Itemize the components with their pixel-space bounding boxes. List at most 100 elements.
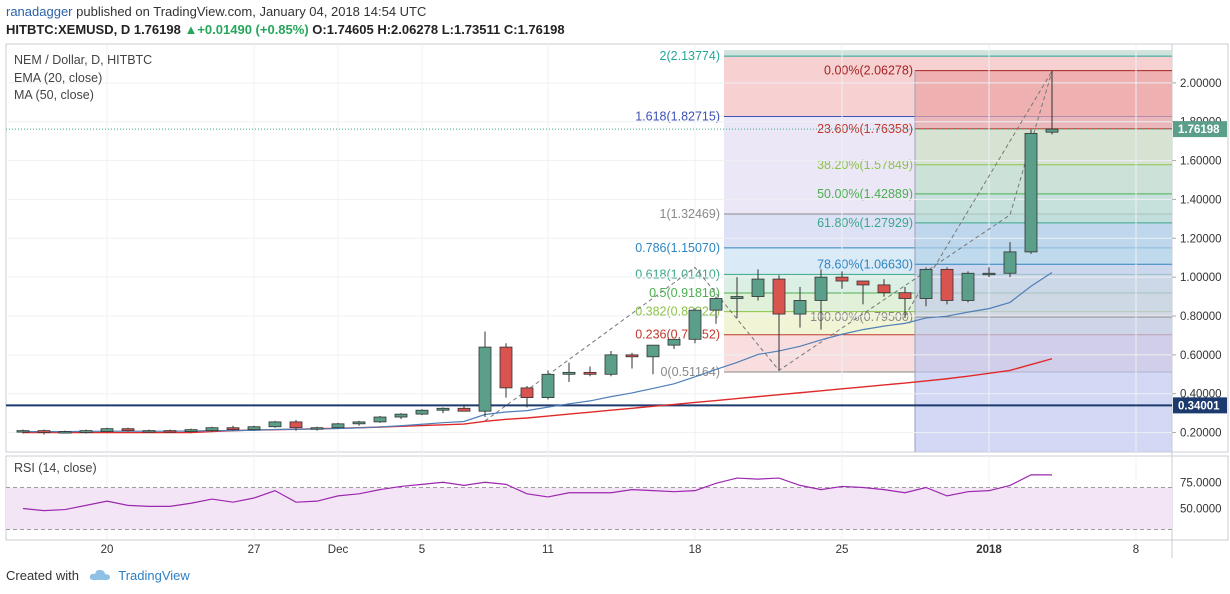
close-value: C:1.76198 <box>503 22 565 37</box>
candle-body-up <box>142 430 156 433</box>
candle <box>646 344 660 375</box>
candle-body-up <box>541 373 555 398</box>
fib-extension-label: 2(2.13774) <box>660 49 720 63</box>
support-tag <box>1173 397 1227 414</box>
x-tick-label: 2018 <box>976 544 1002 556</box>
candle <box>499 343 513 398</box>
candle <box>1024 129 1038 254</box>
chart-title: NEM / Dollar, D, HITBTC <box>14 53 153 67</box>
footer: Created with TradingView <box>6 568 190 584</box>
candle-body-up <box>667 338 681 346</box>
fib-extension-label: 0(0.51164) <box>660 365 720 379</box>
candle <box>79 429 93 434</box>
candle-body-down <box>940 268 954 301</box>
candle <box>898 286 912 318</box>
author-link[interactable]: ranadagger <box>6 4 73 19</box>
retracement-line-dashed <box>904 70 1053 317</box>
price-chart[interactable]: 2(2.13774) 1.618(1.82715) 1(1.32469) 0.786(… <box>0 0 1230 560</box>
y-tick-label: 0.60000 <box>1180 350 1222 362</box>
candle <box>268 420 282 428</box>
fib-retracement-label: 38.20%(1.57849) <box>817 158 913 172</box>
candle <box>121 427 135 432</box>
candle <box>37 429 51 435</box>
candle-body-up <box>814 276 828 301</box>
y-tick-label: 2.00000 <box>1180 78 1222 90</box>
candle <box>247 425 261 431</box>
y-tick-label: 1.40000 <box>1180 194 1222 206</box>
candle-body-up <box>205 427 219 432</box>
ma-legend: MA (50, close) <box>14 88 94 102</box>
x-tick-label: 27 <box>248 544 261 556</box>
fib-extension-top-band <box>724 50 1172 57</box>
candle-body-up <box>394 413 408 418</box>
candle-body-up <box>709 298 723 311</box>
candle-body-down <box>37 430 51 433</box>
candle <box>814 269 828 330</box>
candle <box>877 279 891 297</box>
fib-retracement-zone <box>915 193 1172 223</box>
fib-extension-label: 0.5(0.91816) <box>649 286 720 300</box>
symbol-label: HITBTC:XEMUSD, D <box>6 22 131 37</box>
last-price: 1.76198 <box>133 22 181 37</box>
candle-body-down <box>121 428 135 432</box>
candle-body-up <box>1003 251 1017 274</box>
tradingview-link[interactable]: TradingView <box>118 568 190 583</box>
support-label: 0.34001 <box>1178 400 1220 412</box>
candle-body-up <box>982 272 996 276</box>
rsi-tick-label: 75.0000 <box>1180 477 1222 489</box>
candle <box>562 362 576 383</box>
candle-body-up <box>1045 128 1059 133</box>
fib-extension-label: 0.382(0.82222) <box>635 305 720 319</box>
candle <box>373 416 387 423</box>
candle-body-up <box>688 309 702 340</box>
fib-retracement-label: 78.60%(1.06630) <box>817 257 913 271</box>
candle <box>982 267 996 278</box>
y-tick-label: 1.60000 <box>1180 156 1222 168</box>
fib-retracement-label: 61.80%(1.27929) <box>817 216 913 230</box>
candle <box>310 426 324 431</box>
candle <box>520 385 534 408</box>
y-tick-label: 0.80000 <box>1180 311 1222 323</box>
candle-body-up <box>352 421 366 425</box>
y-tick-label: 1.20000 <box>1180 233 1222 245</box>
last-price-tag <box>1173 121 1227 138</box>
rsi-band <box>6 487 1172 530</box>
candle-body-down <box>898 292 912 299</box>
candle-body-up <box>268 421 282 428</box>
publish-text: published on TradingView.com, January 04… <box>76 4 427 19</box>
fib-extension-label: 1.618(1.82715) <box>635 109 720 123</box>
candle <box>940 267 954 305</box>
candle <box>919 267 933 307</box>
candle <box>205 426 219 432</box>
candle <box>352 420 366 426</box>
candle <box>709 296 723 324</box>
publish-info: ranadagger published on TradingView.com,… <box>6 4 426 19</box>
candle-body-up <box>793 300 807 315</box>
candle <box>541 370 555 400</box>
candle-body-up <box>562 371 576 375</box>
candle <box>772 275 786 371</box>
tradingview-cloud-icon <box>89 569 111 584</box>
fib-retracement-zone <box>915 316 1172 452</box>
candle <box>457 404 471 412</box>
candle-body-up <box>646 344 660 358</box>
candle-body-up <box>1024 132 1038 253</box>
candle-body-up <box>730 296 744 299</box>
candle <box>289 419 303 431</box>
candle-body-up <box>478 346 492 412</box>
fib-retracement-label: 50.00%(1.42889) <box>817 187 913 201</box>
fib-extension-label: 0.786(1.15070) <box>635 241 720 255</box>
last-price-label: 1.76198 <box>1178 124 1220 136</box>
candle <box>58 430 72 434</box>
candle-body-up <box>184 429 198 432</box>
rsi-line <box>22 474 1052 512</box>
candle <box>184 428 198 433</box>
candle-body-up <box>604 354 618 375</box>
x-tick-label: 18 <box>689 544 702 556</box>
y-tick-label: 0.20000 <box>1180 428 1222 440</box>
fib-retracement-zone <box>915 222 1172 265</box>
candle <box>667 338 681 350</box>
candle <box>142 429 156 433</box>
candle-body-up <box>310 427 324 430</box>
candle <box>16 429 30 434</box>
